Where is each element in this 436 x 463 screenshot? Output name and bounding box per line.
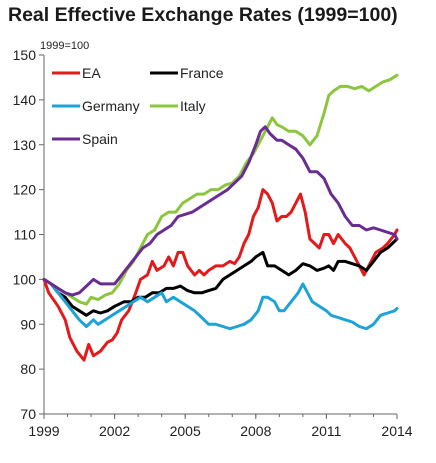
unit-label: 1999=100 <box>40 40 89 52</box>
series-lines <box>42 73 399 362</box>
series-line-italy <box>42 73 399 306</box>
chart-title: Real Effective Exchange Rates (1999=100) <box>8 4 398 26</box>
series-line-spain <box>42 125 399 297</box>
series-line-france <box>42 237 399 317</box>
axes: 70 80 90 100 110 120 130 140 150 1999 2002 2005 2008… <box>13 47 413 439</box>
x-tick-label: 2008 <box>240 423 271 439</box>
y-tick-label: 150 <box>13 47 37 63</box>
x-tick-label: 2002 <box>99 423 130 439</box>
legend: EA France Germany Italy Spain <box>52 65 224 147</box>
y-tick-label: 80 <box>20 361 36 377</box>
y-tick-label: 70 <box>20 406 36 422</box>
x-tick-label: 2011 <box>311 423 341 439</box>
y-tick-label: 140 <box>13 92 37 108</box>
series-line-ea <box>42 188 399 362</box>
x-tick-label: 2005 <box>170 423 201 439</box>
legend-label-ea: EA <box>82 65 101 81</box>
legend-label-italy: Italy <box>180 98 206 114</box>
legend-label-spain: Spain <box>82 131 118 147</box>
series-line-germany <box>42 277 399 331</box>
legend-label-france: France <box>180 65 224 81</box>
legend-label-germany: Germany <box>82 98 140 114</box>
x-tick-label: 1999 <box>28 423 59 439</box>
y-tick-label: 90 <box>20 316 36 332</box>
y-tick-label: 110 <box>14 227 37 243</box>
y-tick-label: 130 <box>13 137 37 153</box>
y-tick-label: 100 <box>13 271 37 287</box>
y-tick-label: 120 <box>13 182 37 198</box>
x-tick-label: 2014 <box>381 423 412 439</box>
